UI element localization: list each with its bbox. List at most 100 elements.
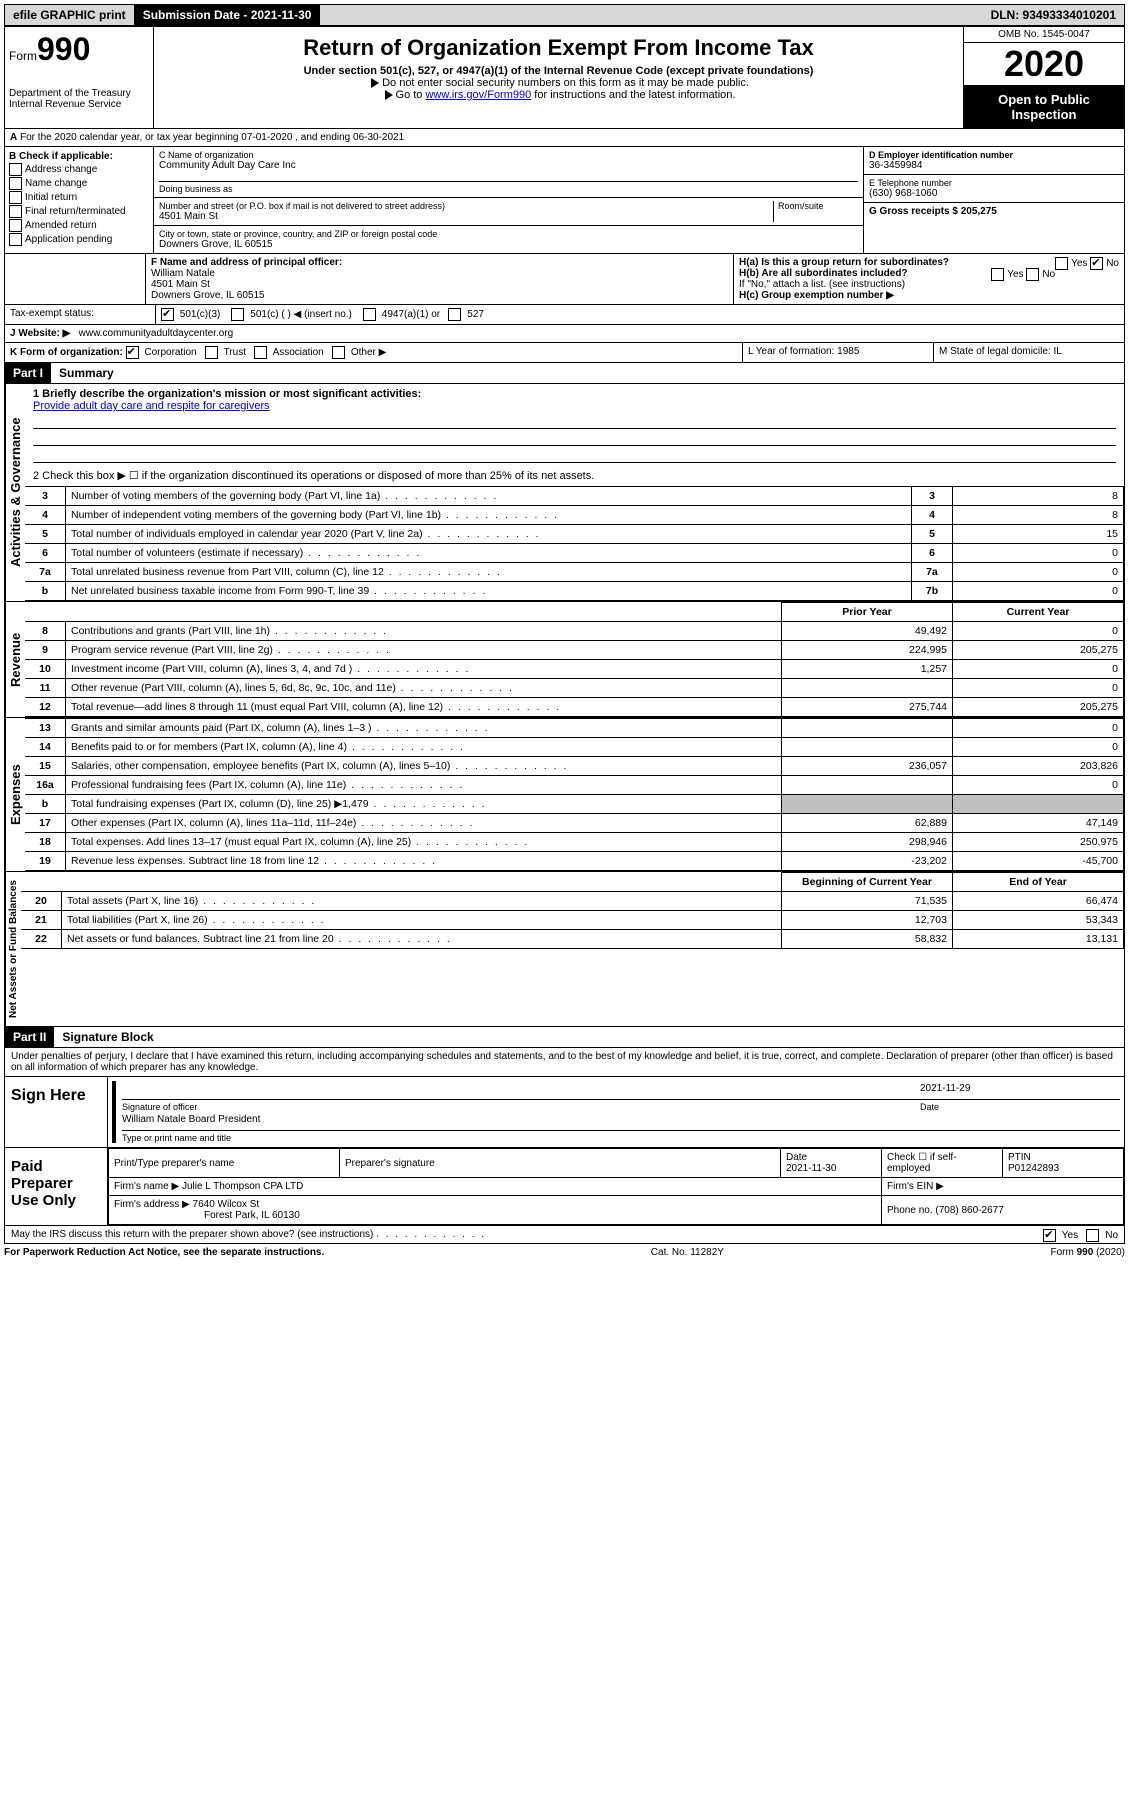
- table-row: 4Number of independent voting members of…: [25, 506, 1124, 525]
- table-row: 22Net assets or fund balances. Subtract …: [21, 930, 1124, 949]
- omb-number: OMB No. 1545-0047: [964, 27, 1124, 43]
- table-row: 17Other expenses (Part IX, column (A), l…: [25, 814, 1124, 833]
- table-row: 5Total number of individuals employed in…: [25, 525, 1124, 544]
- tax-exempt-opts: 501(c)(3) 501(c) ( ) ◀ (insert no.) 4947…: [156, 305, 1124, 324]
- city-label: City or town, state or province, country…: [159, 229, 858, 239]
- form-subtitle: Under section 501(c), 527, or 4947(a)(1)…: [164, 65, 953, 77]
- efile-label[interactable]: efile GRAPHIC print: [5, 5, 135, 25]
- org-name: Community Adult Day Care Inc: [159, 160, 858, 171]
- phone-value: (630) 968-1060: [869, 188, 1119, 199]
- discuss-no[interactable]: [1086, 1229, 1099, 1242]
- tax-exempt-label: Tax-exempt status:: [5, 305, 156, 324]
- ein-label: D Employer identification number: [869, 150, 1119, 160]
- triangle-icon: [371, 78, 379, 88]
- table-row: 14Benefits paid to or for members (Part …: [25, 738, 1124, 757]
- form-title: Return of Organization Exempt From Incom…: [164, 35, 953, 61]
- dept-label: Department of the Treasury Internal Reve…: [9, 88, 149, 110]
- check-address-change[interactable]: Address change: [9, 163, 149, 176]
- table-row: 12Total revenue—add lines 8 through 11 (…: [25, 698, 1124, 717]
- section-h: H(a) Is this a group return for subordin…: [734, 254, 1124, 304]
- section-l: L Year of formation: 1985: [743, 343, 934, 362]
- form-number: Form990: [9, 31, 149, 68]
- revenue-table: Prior YearCurrent Year 8Contributions an…: [25, 602, 1124, 717]
- check-name-change[interactable]: Name change: [9, 177, 149, 190]
- org-city: Downers Grove, IL 60515: [159, 239, 858, 250]
- table-row: bNet unrelated business taxable income f…: [25, 582, 1124, 601]
- check-corporation[interactable]: [126, 346, 139, 359]
- check-4947[interactable]: [363, 308, 376, 321]
- irs-link[interactable]: www.irs.gov/Form990: [425, 89, 531, 101]
- top-bar: efile GRAPHIC print Submission Date - 20…: [4, 4, 1125, 26]
- officer-section: F Name and address of principal officer:…: [4, 254, 1125, 305]
- submission-date-button[interactable]: Submission Date - 2021-11-30: [135, 5, 321, 25]
- vtab-revenue: Revenue: [5, 602, 25, 717]
- expenses-section: Expenses 13Grants and similar amounts pa…: [4, 718, 1125, 872]
- check-trust[interactable]: [205, 346, 218, 359]
- check-association[interactable]: [254, 346, 267, 359]
- penalty-text: Under penalties of perjury, I declare th…: [4, 1048, 1125, 1077]
- check-final-return[interactable]: Final return/terminated: [9, 205, 149, 218]
- discuss-yes[interactable]: [1043, 1229, 1056, 1242]
- table-row: 18Total expenses. Add lines 13–17 (must …: [25, 833, 1124, 852]
- org-name-label: C Name of organization: [159, 150, 858, 160]
- table-row: 9Program service revenue (Part VIII, lin…: [25, 641, 1124, 660]
- org-address: 4501 Main St: [159, 211, 773, 222]
- form-note-1: Do not enter social security numbers on …: [164, 77, 953, 89]
- check-527[interactable]: [448, 308, 461, 321]
- line-a: A For the 2020 calendar year, or tax yea…: [4, 129, 1125, 147]
- room-label: Room/suite: [773, 201, 858, 222]
- table-row: 16aProfessional fundraising fees (Part I…: [25, 776, 1124, 795]
- table-row: 11Other revenue (Part VIII, column (A), …: [25, 679, 1124, 698]
- form-header: Form990 Department of the Treasury Inter…: [4, 26, 1125, 129]
- triangle-icon: [385, 90, 393, 100]
- phone-label: E Telephone number: [869, 178, 1119, 188]
- check-other[interactable]: [332, 346, 345, 359]
- ein-value: 36-3459984: [869, 160, 1119, 171]
- addr-label: Number and street (or P.O. box if mail i…: [159, 201, 773, 211]
- section-d: D Employer identification number 36-3459…: [863, 147, 1124, 253]
- check-amended-return[interactable]: Amended return: [9, 219, 149, 232]
- vtab-net: Net Assets or Fund Balances: [5, 872, 21, 1026]
- website-row: J Website: ▶ www.communityadultdaycenter…: [4, 325, 1125, 343]
- tax-exempt-row: Tax-exempt status: 501(c)(3) 501(c) ( ) …: [4, 305, 1125, 325]
- table-row: 3Number of voting members of the governi…: [25, 487, 1124, 506]
- section-f: F Name and address of principal officer:…: [146, 254, 734, 304]
- check-application-pending[interactable]: Application pending: [9, 233, 149, 246]
- check-501c3[interactable]: [161, 308, 174, 321]
- q2-label: 2 Check this box ▶ ☐ if the organization…: [33, 469, 1116, 482]
- governance-table: 3Number of voting members of the governi…: [25, 486, 1124, 601]
- q1-label: 1 Briefly describe the organization's mi…: [33, 388, 1116, 400]
- sign-here-section: Sign Here 2021-11-29 Signature of office…: [4, 1077, 1125, 1148]
- section-c: C Name of organization Community Adult D…: [154, 147, 863, 253]
- q1-value[interactable]: Provide adult day care and respite for c…: [33, 400, 270, 412]
- table-row: 15Salaries, other compensation, employee…: [25, 757, 1124, 776]
- table-row: bTotal fundraising expenses (Part IX, co…: [25, 795, 1124, 814]
- dln-label: DLN: 93493334010201: [983, 5, 1124, 25]
- check-501c[interactable]: [231, 308, 244, 321]
- table-row: 10Investment income (Part VIII, column (…: [25, 660, 1124, 679]
- discuss-row: May the IRS discuss this return with the…: [4, 1226, 1125, 1244]
- form-ref: Form 990 (2020): [1051, 1247, 1125, 1258]
- vtab-governance: Activities & Governance: [5, 384, 25, 601]
- paid-prep-label: Paid Preparer Use Only: [5, 1148, 108, 1225]
- part2-header: Part II Signature Block: [4, 1027, 1125, 1048]
- table-row: 21Total liabilities (Part X, line 26)12,…: [21, 911, 1124, 930]
- section-k: K Form of organization: Corporation Trus…: [5, 343, 743, 362]
- inspection-label: Open to Public Inspection: [964, 86, 1124, 128]
- table-row: 6Total number of volunteers (estimate if…: [25, 544, 1124, 563]
- form-org-row: K Form of organization: Corporation Trus…: [4, 343, 1125, 363]
- check-initial-return[interactable]: Initial return: [9, 191, 149, 204]
- table-row: 20Total assets (Part X, line 16)71,53566…: [21, 892, 1124, 911]
- dba-label: Doing business as: [159, 181, 858, 194]
- sign-here-label: Sign Here: [5, 1077, 108, 1147]
- gross-receipts: G Gross receipts $ 205,275: [864, 203, 1124, 220]
- org-info-section: B Check if applicable: Address change Na…: [4, 147, 1125, 254]
- part1-header: Part I Summary: [4, 363, 1125, 384]
- part1-body: Activities & Governance 1 Briefly descri…: [4, 384, 1125, 602]
- table-row: 8Contributions and grants (Part VIII, li…: [25, 622, 1124, 641]
- expenses-table: 13Grants and similar amounts paid (Part …: [25, 718, 1124, 871]
- page-footer: For Paperwork Reduction Act Notice, see …: [4, 1244, 1125, 1261]
- paid-preparer-section: Paid Preparer Use Only Print/Type prepar…: [4, 1148, 1125, 1226]
- table-row: 7aTotal unrelated business revenue from …: [25, 563, 1124, 582]
- tax-year: 2020: [964, 43, 1124, 86]
